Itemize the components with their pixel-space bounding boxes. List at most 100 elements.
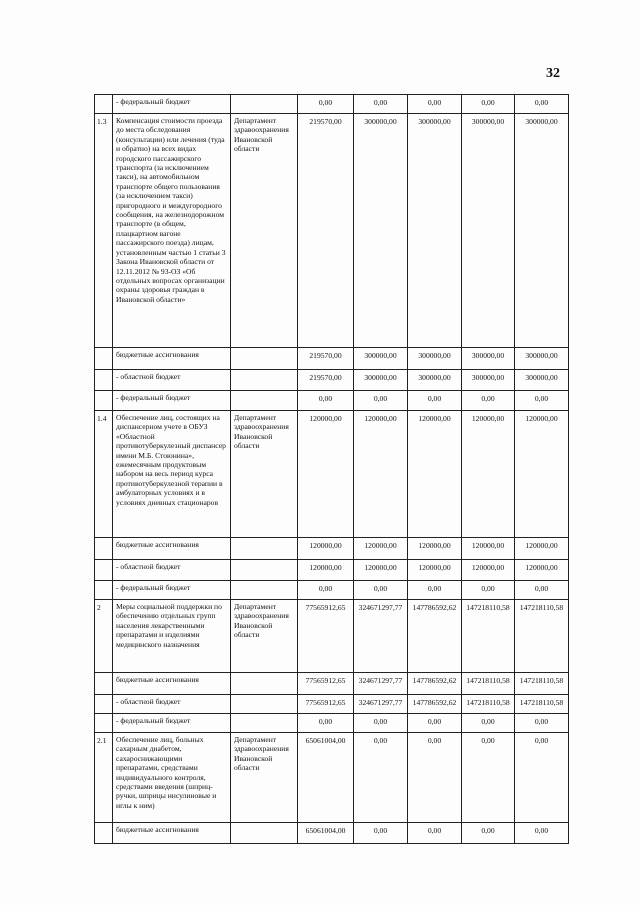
row-number: [94, 713, 113, 733]
row-value: 300000,00: [353, 369, 408, 391]
row-department: Департамент здравоохранения Ивановской о…: [230, 732, 298, 823]
row-value: 120000,00: [297, 410, 354, 538]
row-value: 300000,00: [407, 369, 462, 391]
row-value: 120000,00: [514, 559, 569, 581]
row-number: 1.3: [94, 113, 113, 348]
row-value: 300000,00: [353, 347, 408, 370]
row-number: [94, 94, 113, 114]
row-value: 77565912,65: [297, 599, 354, 673]
row-value: 324671297,77: [353, 672, 408, 695]
row-value: 0,00: [461, 94, 515, 114]
table-row: 2 Меры социальной поддержки по обеспечени…: [94, 599, 569, 673]
row-value: 120000,00: [514, 410, 569, 538]
row-department: [230, 559, 298, 581]
row-value: 147218110,58: [514, 672, 569, 695]
row-number: [94, 580, 113, 600]
row-department: Департамент здравоохранения Ивановской о…: [230, 599, 298, 673]
table-row: 1.3 Компенсация стоимости проезда до мест…: [94, 113, 569, 348]
row-value: 0,00: [514, 94, 569, 114]
row-value: 77565912,65: [297, 694, 354, 714]
row-department: Департамент здравоохранения Ивановской о…: [230, 410, 298, 538]
row-value: 77565912,65: [297, 672, 354, 695]
row-value: 65061004,00: [297, 822, 354, 844]
row-number: 2: [94, 599, 113, 673]
row-value: 0,00: [407, 732, 462, 823]
row-name: - федеральный бюджет: [112, 390, 231, 411]
row-value: 0,00: [353, 94, 408, 114]
row-value: 0,00: [514, 822, 569, 844]
table-row: 1.4 Обеспечение лиц, состоящих на диспанс…: [94, 410, 569, 538]
row-department: [230, 94, 298, 114]
row-value: 300000,00: [407, 347, 462, 370]
table-row: - федеральный бюджет 0,00 0,00 0,00 0,00 0,00: [94, 390, 569, 411]
row-name: - федеральный бюджет: [112, 94, 231, 114]
row-name: бюджетные ассигнования: [112, 537, 231, 560]
row-value: 147218110,58: [461, 599, 515, 673]
row-value: 120000,00: [461, 537, 515, 560]
row-value: 0,00: [353, 822, 408, 844]
row-value: 120000,00: [407, 559, 462, 581]
row-value: 0,00: [297, 94, 354, 114]
row-value: 0,00: [461, 580, 515, 600]
row-value: 120000,00: [461, 410, 515, 538]
row-value: 120000,00: [353, 410, 408, 538]
row-department: [230, 347, 298, 370]
row-department: [230, 390, 298, 411]
row-value: 120000,00: [297, 537, 354, 560]
row-number: 2.1: [94, 732, 113, 823]
row-department: [230, 537, 298, 560]
row-value: 0,00: [461, 732, 515, 823]
row-department: [230, 822, 298, 844]
row-number: [94, 537, 113, 560]
row-name: - федеральный бюджет: [112, 580, 231, 600]
row-value: 219570,00: [297, 347, 354, 370]
row-value: 0,00: [353, 390, 408, 411]
row-value: 147218110,58: [514, 694, 569, 714]
row-department: [230, 369, 298, 391]
row-value: 0,00: [514, 713, 569, 733]
row-value: 300000,00: [461, 347, 515, 370]
row-department: [230, 672, 298, 695]
row-value: 0,00: [514, 732, 569, 823]
row-value: 324671297,77: [353, 694, 408, 714]
row-value: 300000,00: [514, 369, 569, 391]
table-row: бюджетные ассигнования 219570,00 300000,00…: [94, 347, 569, 370]
row-value: 0,00: [461, 713, 515, 733]
table-row: - областной бюджет 77565912,65 324671297,7…: [94, 694, 569, 714]
row-value: 120000,00: [297, 559, 354, 581]
table-row: бюджетные ассигнования 65061004,00 0,00 0,0…: [94, 822, 569, 844]
row-value: 65061004,00: [297, 732, 354, 823]
row-number: [94, 694, 113, 714]
row-number: [94, 672, 113, 695]
table-row: - федеральный бюджет 0,00 0,00 0,00 0,00 0,00: [94, 94, 569, 114]
row-number: [94, 347, 113, 370]
row-value: 0,00: [407, 713, 462, 733]
row-name: - областной бюджет: [112, 694, 231, 714]
row-value: 0,00: [407, 822, 462, 844]
row-name: Обеспечение лиц, состоящих на диспансерн…: [112, 410, 231, 538]
row-value: 300000,00: [461, 369, 515, 391]
row-value: 0,00: [353, 732, 408, 823]
row-value: 120000,00: [353, 537, 408, 560]
row-number: 1.4: [94, 410, 113, 538]
row-name: Компенсация стоимости проезда до места о…: [112, 113, 231, 348]
table-row: 2.1 Обеспечение лиц, больных сахарным диа…: [94, 732, 569, 823]
row-name: - областной бюджет: [112, 559, 231, 581]
row-value: 120000,00: [407, 537, 462, 560]
row-department: Департамент здравоохранения Ивановской о…: [230, 113, 298, 348]
row-name: бюджетные ассигнования: [112, 347, 231, 370]
row-value: 0,00: [514, 390, 569, 411]
row-number: [94, 559, 113, 581]
row-value: 0,00: [407, 94, 462, 114]
row-name: Обеспечение лиц, больных сахарным диабет…: [112, 732, 231, 823]
row-name: - областной бюджет: [112, 369, 231, 391]
row-department: [230, 580, 298, 600]
row-value: 300000,00: [514, 347, 569, 370]
table-row: - федеральный бюджет 0,00 0,00 0,00 0,00 0,00: [94, 713, 569, 733]
table-row: бюджетные ассигнования 120000,00 120000,00…: [94, 537, 569, 560]
row-value: 0,00: [407, 390, 462, 411]
row-name: бюджетные ассигнования: [112, 672, 231, 695]
table-row: - областной бюджет 120000,00 120000,00 1200…: [94, 559, 569, 581]
row-value: 147786592,62: [407, 694, 462, 714]
